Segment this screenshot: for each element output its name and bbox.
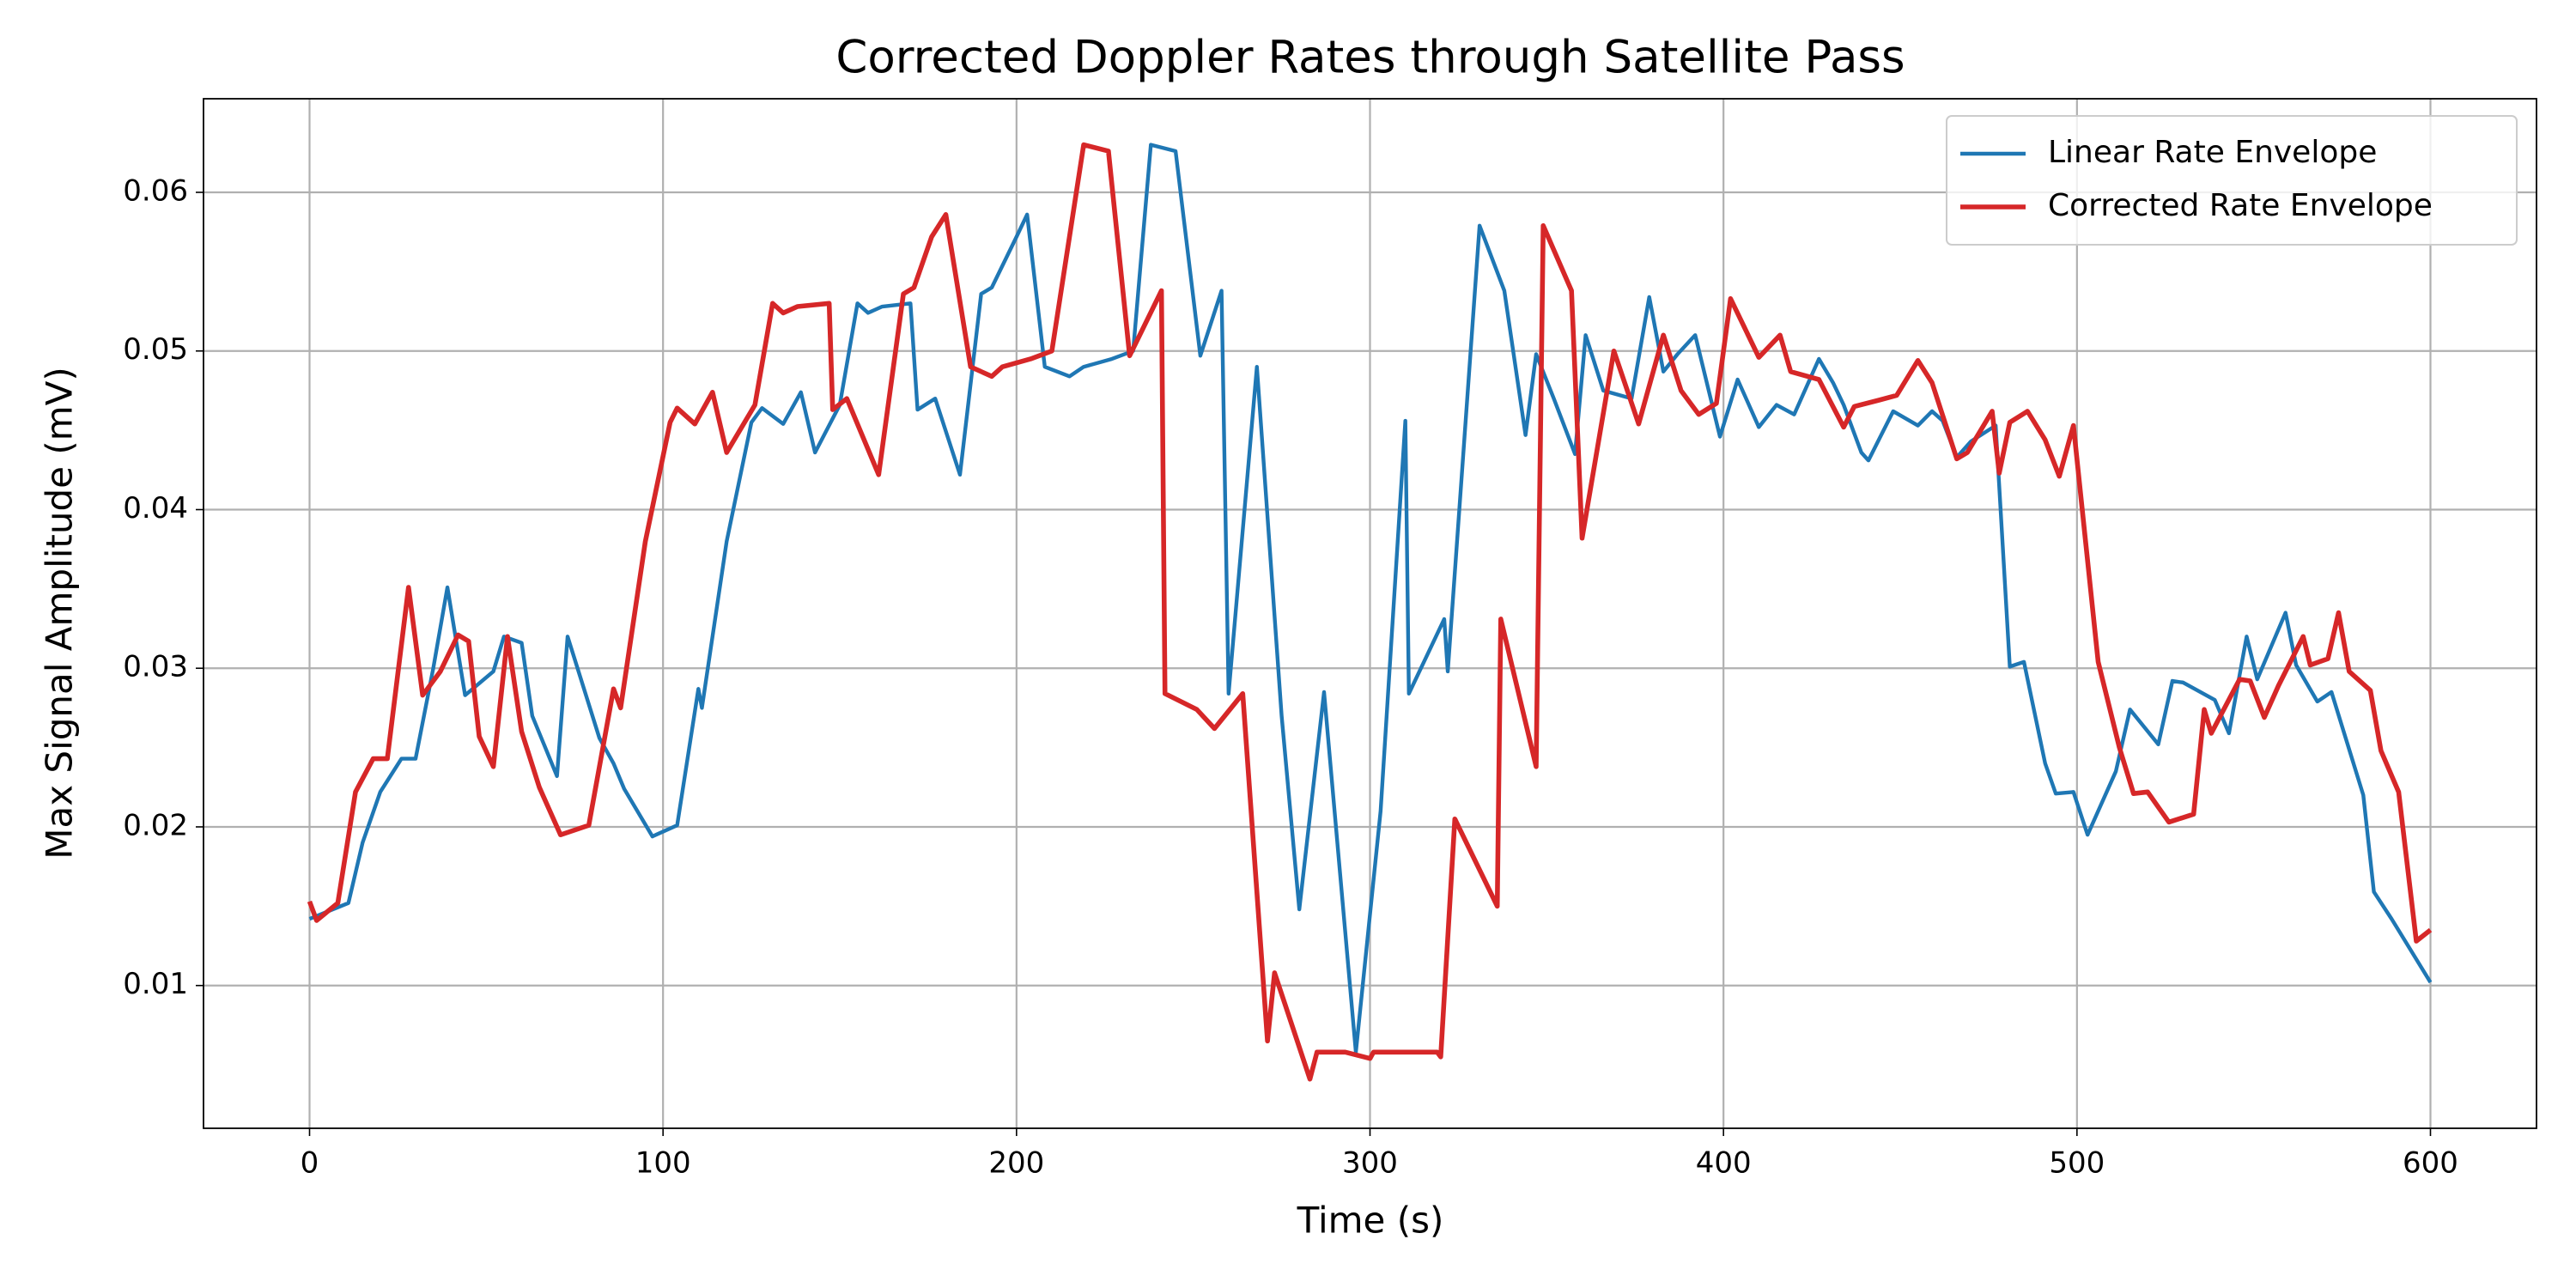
x-tick-label: 600 <box>2403 1146 2458 1181</box>
x-tick-label: 500 <box>2049 1146 2105 1181</box>
y-tick-label: 0.03 <box>123 650 188 684</box>
legend-label: Linear Rate Envelope <box>2048 135 2377 170</box>
y-axis-label: Max Signal Amplitude (mV) <box>39 367 81 860</box>
x-tick-label: 400 <box>1696 1146 1752 1181</box>
y-tick-label: 0.02 <box>123 808 188 842</box>
chart-title: Corrected Doppler Rates through Satellit… <box>835 32 1905 84</box>
x-axis-label: Time (s) <box>1297 1200 1444 1242</box>
x-tick-label: 100 <box>635 1146 691 1181</box>
y-tick-label: 0.06 <box>123 174 188 209</box>
legend-box <box>1946 115 2518 246</box>
legend-label: Corrected Rate Envelope <box>2048 188 2433 223</box>
x-tick-label: 300 <box>1342 1146 1398 1181</box>
x-tick-label: 200 <box>988 1146 1044 1181</box>
legend: Linear Rate Envelope Corrected Rate Envel… <box>1946 115 2518 246</box>
series-line <box>308 143 2433 1054</box>
series-line <box>307 142 2433 1082</box>
x-tick-label: 0 <box>301 1146 319 1181</box>
y-tick-label: 0.05 <box>123 332 188 367</box>
plot-frame <box>203 98 2537 1129</box>
y-tick-label: 0.01 <box>123 967 188 1001</box>
y-tick-label: 0.04 <box>123 491 188 526</box>
